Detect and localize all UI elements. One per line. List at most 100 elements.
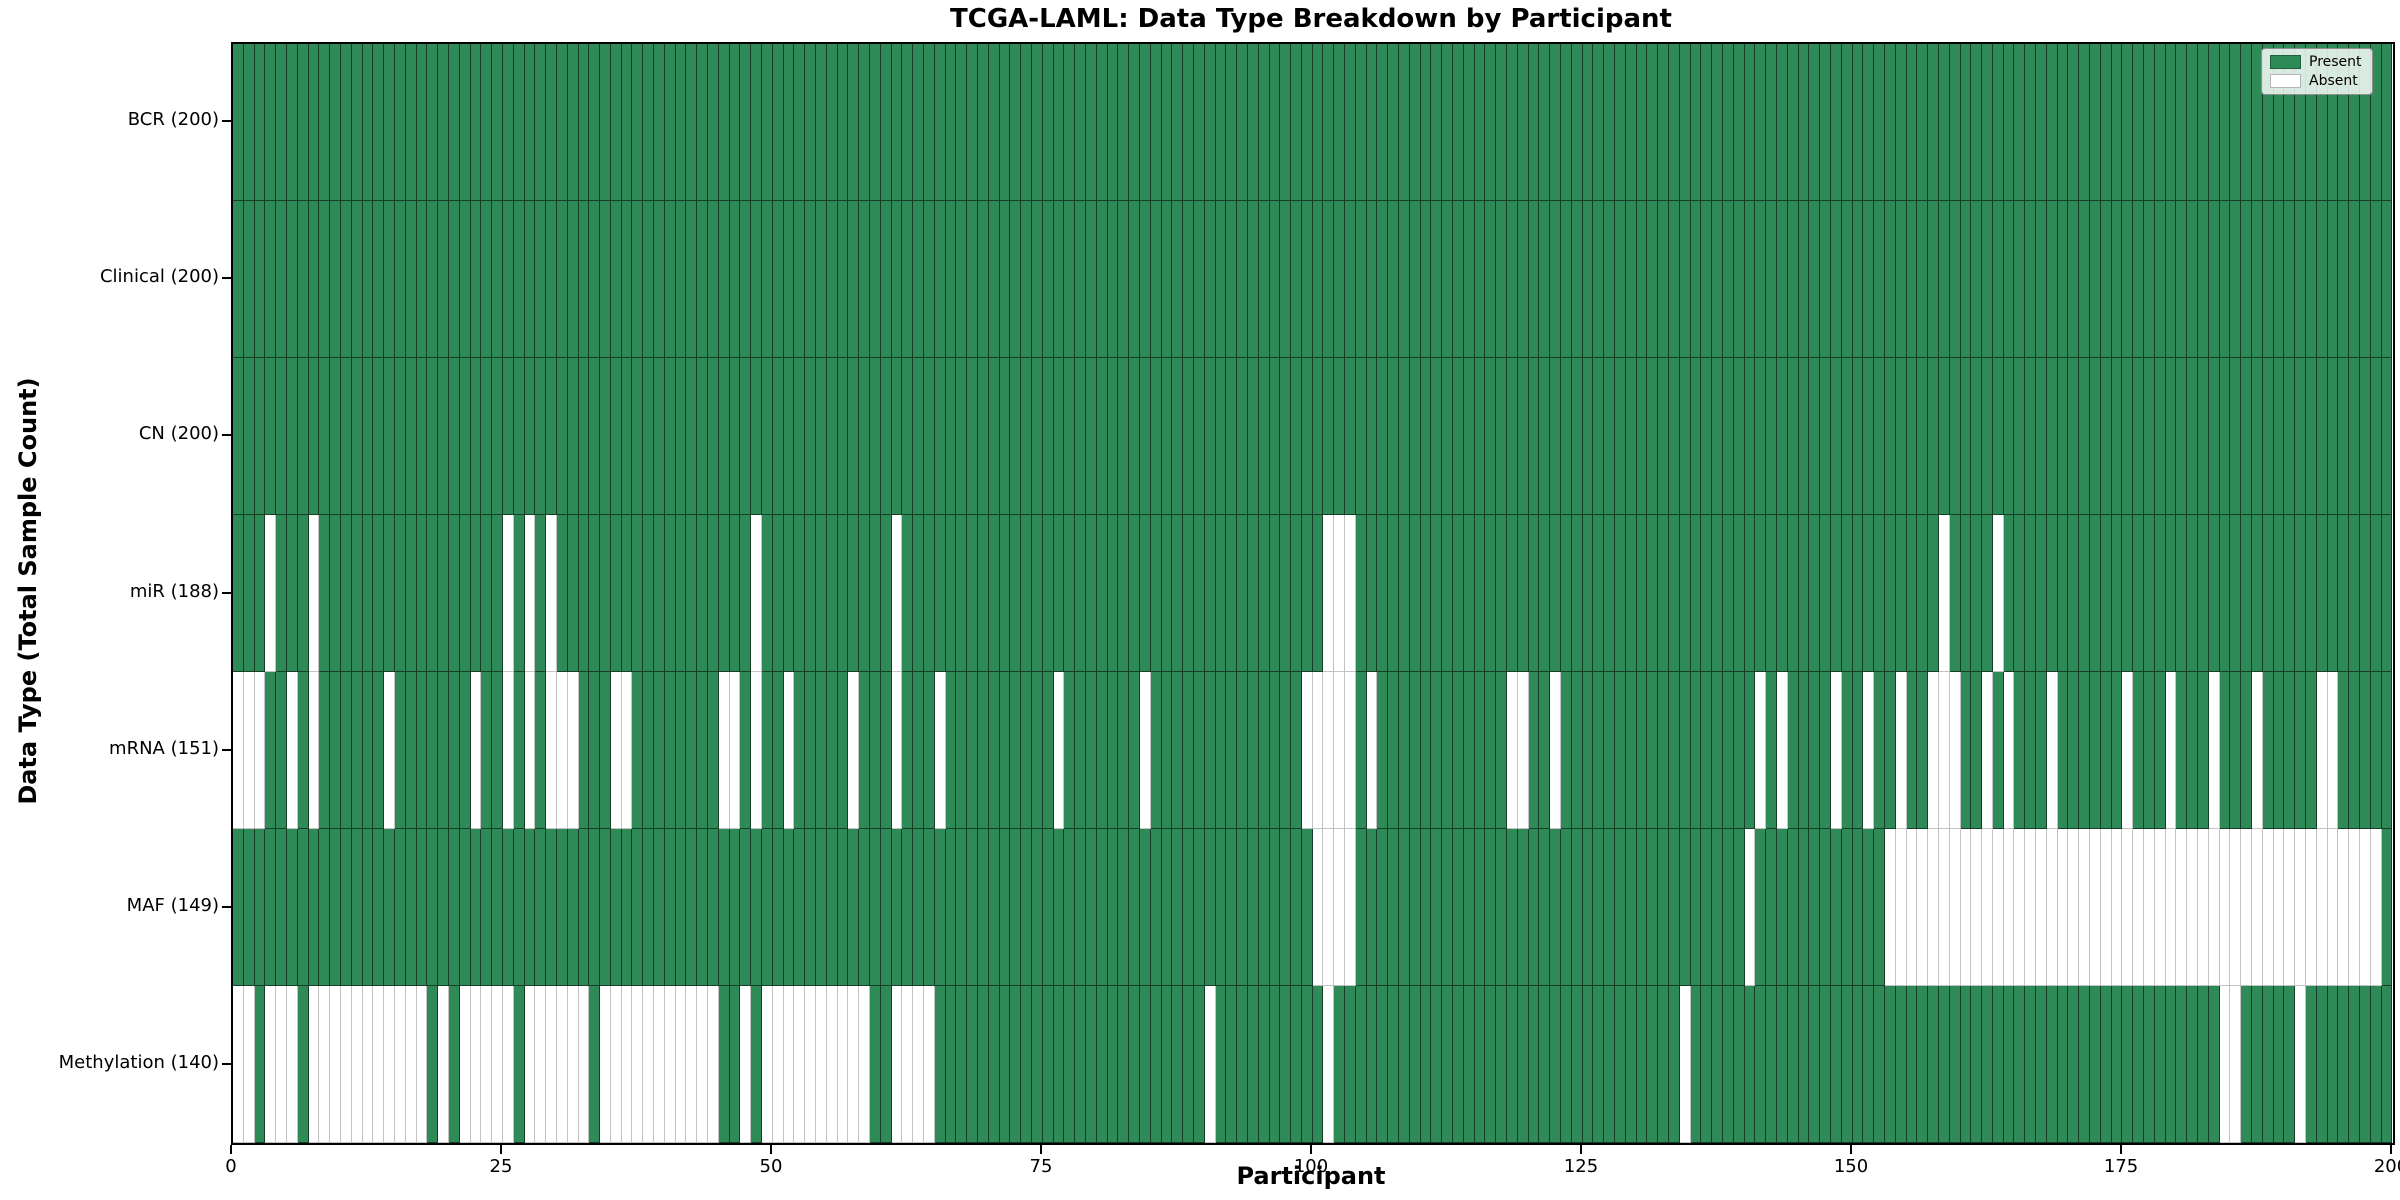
heatmap-cell — [1917, 201, 1929, 358]
heatmap-cell — [2273, 515, 2285, 672]
heatmap-cell — [1668, 358, 1680, 515]
heatmap-cell — [956, 44, 968, 201]
heatmap-cell — [502, 44, 514, 201]
heatmap-cell — [718, 358, 730, 515]
heatmap-cell — [2122, 672, 2134, 829]
heatmap-cell — [1053, 672, 1065, 829]
heatmap-cell — [2349, 515, 2360, 672]
heatmap-cell — [826, 829, 838, 986]
heatmap-cell — [675, 515, 687, 672]
heatmap-cell — [1722, 515, 1734, 672]
heatmap-cell — [945, 201, 957, 358]
heatmap-cell — [2230, 358, 2242, 515]
heatmap-cell — [351, 829, 363, 986]
heatmap-cell — [1571, 44, 1583, 201]
heatmap-cell — [2273, 672, 2285, 829]
heatmap-cell — [1625, 986, 1637, 1143]
heatmap-cell — [535, 515, 547, 672]
heatmap-cell — [1042, 986, 1054, 1143]
heatmap-cell — [1496, 201, 1508, 358]
heatmap-cell — [1463, 515, 1475, 672]
heatmap-cell — [686, 358, 698, 515]
heatmap-cell — [2187, 201, 2199, 358]
heatmap-cell — [1787, 358, 1799, 515]
heatmap-cell — [805, 829, 817, 986]
heatmap-cell — [2176, 672, 2188, 829]
heatmap-cell — [1884, 44, 1896, 201]
heatmap-cell — [1863, 672, 1875, 829]
heatmap-cell — [1431, 201, 1443, 358]
heatmap-cell — [2025, 829, 2037, 986]
heatmap-cell — [1841, 829, 1853, 986]
heatmap-cell — [1345, 44, 1356, 201]
heatmap-cell — [1301, 986, 1313, 1143]
heatmap-cell — [1312, 201, 1324, 358]
heatmap-cell — [891, 986, 903, 1143]
heatmap-cell — [2370, 358, 2382, 515]
heatmap-cell — [1021, 672, 1032, 829]
heatmap-cell — [1442, 515, 1454, 672]
heatmap-cell — [1971, 672, 1983, 829]
heatmap-cell — [1593, 672, 1605, 829]
heatmap-cell — [297, 201, 309, 358]
heatmap-cell — [859, 358, 871, 515]
heatmap-cell — [1139, 829, 1151, 986]
heatmap-cell — [427, 44, 439, 201]
heatmap-cell — [2100, 358, 2112, 515]
heatmap-cell — [319, 986, 331, 1143]
heatmap-cell — [1938, 986, 1950, 1143]
heatmap-cell — [1798, 201, 1810, 358]
heatmap-cell — [956, 986, 968, 1143]
heatmap-cell — [1658, 672, 1669, 829]
heatmap-cell — [1982, 358, 1993, 515]
heatmap-cell — [1269, 201, 1281, 358]
heatmap-cell — [1096, 515, 1108, 672]
heatmap-cell — [1550, 986, 1562, 1143]
heatmap-cell — [1636, 986, 1648, 1143]
heatmap-cell — [729, 515, 741, 672]
heatmap-cell — [1863, 986, 1875, 1143]
heatmap-cell — [1971, 44, 1983, 201]
heatmap-cell — [2144, 829, 2155, 986]
heatmap-cell — [2359, 44, 2371, 201]
heatmap-cell — [2208, 986, 2220, 1143]
heatmap-cell — [826, 672, 838, 829]
heatmap-cell — [686, 986, 698, 1143]
heatmap-cell — [1183, 358, 1194, 515]
heatmap-cell — [1636, 201, 1648, 358]
heatmap-cell — [578, 829, 590, 986]
heatmap-cell — [870, 358, 881, 515]
heatmap-cell — [870, 829, 881, 986]
heatmap-cell — [610, 358, 622, 515]
heatmap-cell — [1064, 201, 1076, 358]
heatmap-cell — [1323, 358, 1335, 515]
heatmap-cell — [2090, 44, 2101, 201]
heatmap-cell — [2122, 986, 2134, 1143]
heatmap-cell — [2208, 201, 2220, 358]
heatmap-cell — [2068, 672, 2080, 829]
x-axis-label: Participant — [1236, 1162, 1386, 1190]
heatmap-cell — [1798, 829, 1810, 986]
heatmap-cell — [2359, 515, 2371, 672]
heatmap-cell — [2154, 201, 2166, 358]
heatmap-cell — [2079, 201, 2091, 358]
heatmap-cell — [308, 829, 320, 986]
heatmap-cell — [1355, 829, 1367, 986]
heatmap-cell — [708, 672, 719, 829]
heatmap-cell — [2295, 829, 2306, 986]
heatmap-cell — [783, 44, 795, 201]
heatmap-cell — [2208, 44, 2220, 201]
heatmap-cell — [740, 358, 752, 515]
heatmap-cell — [2306, 201, 2317, 358]
heatmap-cell — [610, 986, 622, 1143]
heatmap-cell — [664, 672, 676, 829]
heatmap-cell — [632, 201, 644, 358]
heatmap-cell — [837, 201, 849, 358]
heatmap-cell — [243, 515, 255, 672]
heatmap-cell — [1884, 672, 1896, 829]
heatmap-cell — [1906, 986, 1918, 1143]
heatmap-cell — [859, 515, 871, 672]
heatmap-cell — [1399, 672, 1410, 829]
heatmap-cell — [492, 358, 503, 515]
heatmap-cell — [751, 515, 763, 672]
